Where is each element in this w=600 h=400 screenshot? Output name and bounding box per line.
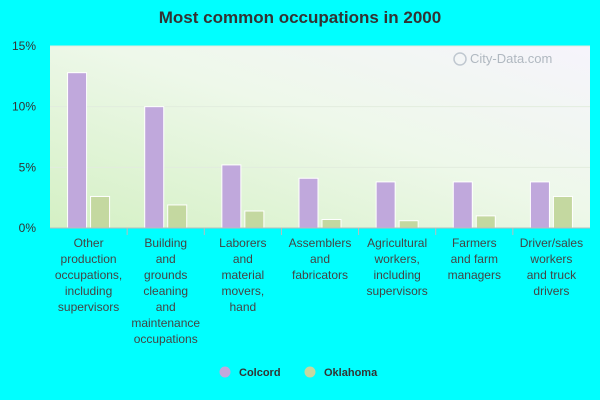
bar-oklahoma <box>321 219 342 229</box>
x-tick-label: Farmers and farm managers <box>448 236 501 282</box>
x-tick-label-line: Laborers <box>219 236 266 250</box>
bar-colcord <box>298 177 319 229</box>
legend-item-colcord: Colcord <box>219 366 281 379</box>
legend: Colcord Oklahoma <box>219 366 378 379</box>
x-tick-label-line: including <box>373 268 420 282</box>
bar-colcord <box>375 181 396 229</box>
x-tick-label-line: production <box>61 252 117 266</box>
x-tick-label-line: grounds <box>144 268 187 282</box>
x-tick-label-line: workers <box>529 252 572 266</box>
legend-swatch <box>304 366 316 378</box>
x-tick-label-line: and <box>310 252 330 266</box>
bar-oklahoma <box>398 220 419 229</box>
x-tick-label-line: supervisors <box>366 284 427 298</box>
y-tick-label: 10% <box>12 100 36 114</box>
gridlines <box>50 45 590 168</box>
x-tick-label-line: supervisors <box>58 300 119 314</box>
x-tick-label-line: drivers <box>533 284 569 298</box>
x-tick-label-line: occupations, <box>55 268 122 282</box>
bar-colcord <box>144 106 165 229</box>
x-tick-label: Assemblers and fabricators <box>289 236 352 282</box>
x-tick-label-line: maintenance <box>131 316 200 330</box>
x-tick-label-line: and <box>233 252 253 266</box>
x-tick-label-line: material <box>222 268 265 282</box>
plot-area <box>50 46 590 228</box>
bar-oklahoma <box>90 195 111 229</box>
x-tick-label-line: cleaning <box>143 284 188 298</box>
x-tick-label-line: occupations <box>134 332 198 346</box>
x-tick-label-line: managers <box>448 268 501 282</box>
axes: 0% 5% 10% 15% Other production occupations, inc… <box>12 39 590 346</box>
y-tick-label: 0% <box>19 221 37 235</box>
x-tick-label-line: movers, <box>222 284 265 298</box>
chart-title: Most common occupations in 2000 <box>158 8 442 27</box>
x-tick-label-line: and truck <box>527 268 577 282</box>
x-tick-label-line: workers, <box>373 252 419 266</box>
bar-colcord <box>221 164 242 229</box>
x-tick-label: Other production occupations, including supe… <box>55 236 122 314</box>
x-tick-label-line: including <box>65 284 112 298</box>
search-icon <box>453 52 467 66</box>
bars <box>67 72 573 229</box>
x-tick-label-line: Agricultural <box>367 236 427 250</box>
bar-oklahoma <box>167 204 188 229</box>
x-tick-label-line: Driver/sales <box>520 236 583 250</box>
bar-colcord <box>529 181 550 229</box>
x-tick-label-line: and <box>156 252 176 266</box>
x-tick-label-line: fabricators <box>292 268 348 282</box>
bar-oklahoma <box>475 215 496 229</box>
x-tick-label-line: Other <box>74 236 104 250</box>
x-tick-label: Laborers and material movers, hand <box>219 236 266 314</box>
x-tick-label-line: Farmers <box>452 236 497 250</box>
x-tick-label-line: hand <box>230 300 257 314</box>
legend-item-oklahoma: Oklahoma <box>304 366 378 379</box>
bar-oklahoma <box>244 210 265 229</box>
x-tick-label: Driver/sales workers and truck drivers <box>520 236 583 298</box>
watermark: City-Data.com <box>453 51 552 66</box>
x-tick-label: Building and grounds cleaning and maintenance… <box>131 236 200 346</box>
legend-swatch <box>219 366 231 378</box>
bar-colcord <box>452 181 473 229</box>
y-tick-label: 15% <box>12 39 36 53</box>
bar-oklahoma <box>552 195 573 229</box>
y-tick-label: 5% <box>19 160 37 174</box>
x-tick-label: Agricultural workers, including supervisors <box>366 236 427 298</box>
x-tick-label-line: Building <box>144 236 187 250</box>
x-tick-label-line: and <box>156 300 176 314</box>
x-tick-label-line: and farm <box>451 252 498 266</box>
watermark-text: City-Data.com <box>470 51 552 66</box>
x-tick-label-line: Assemblers <box>289 236 352 250</box>
legend-label: Colcord <box>239 367 281 379</box>
legend-label: Oklahoma <box>324 367 378 379</box>
bar-colcord <box>67 72 88 229</box>
watermark-logo: City-Data.com <box>453 51 552 66</box>
